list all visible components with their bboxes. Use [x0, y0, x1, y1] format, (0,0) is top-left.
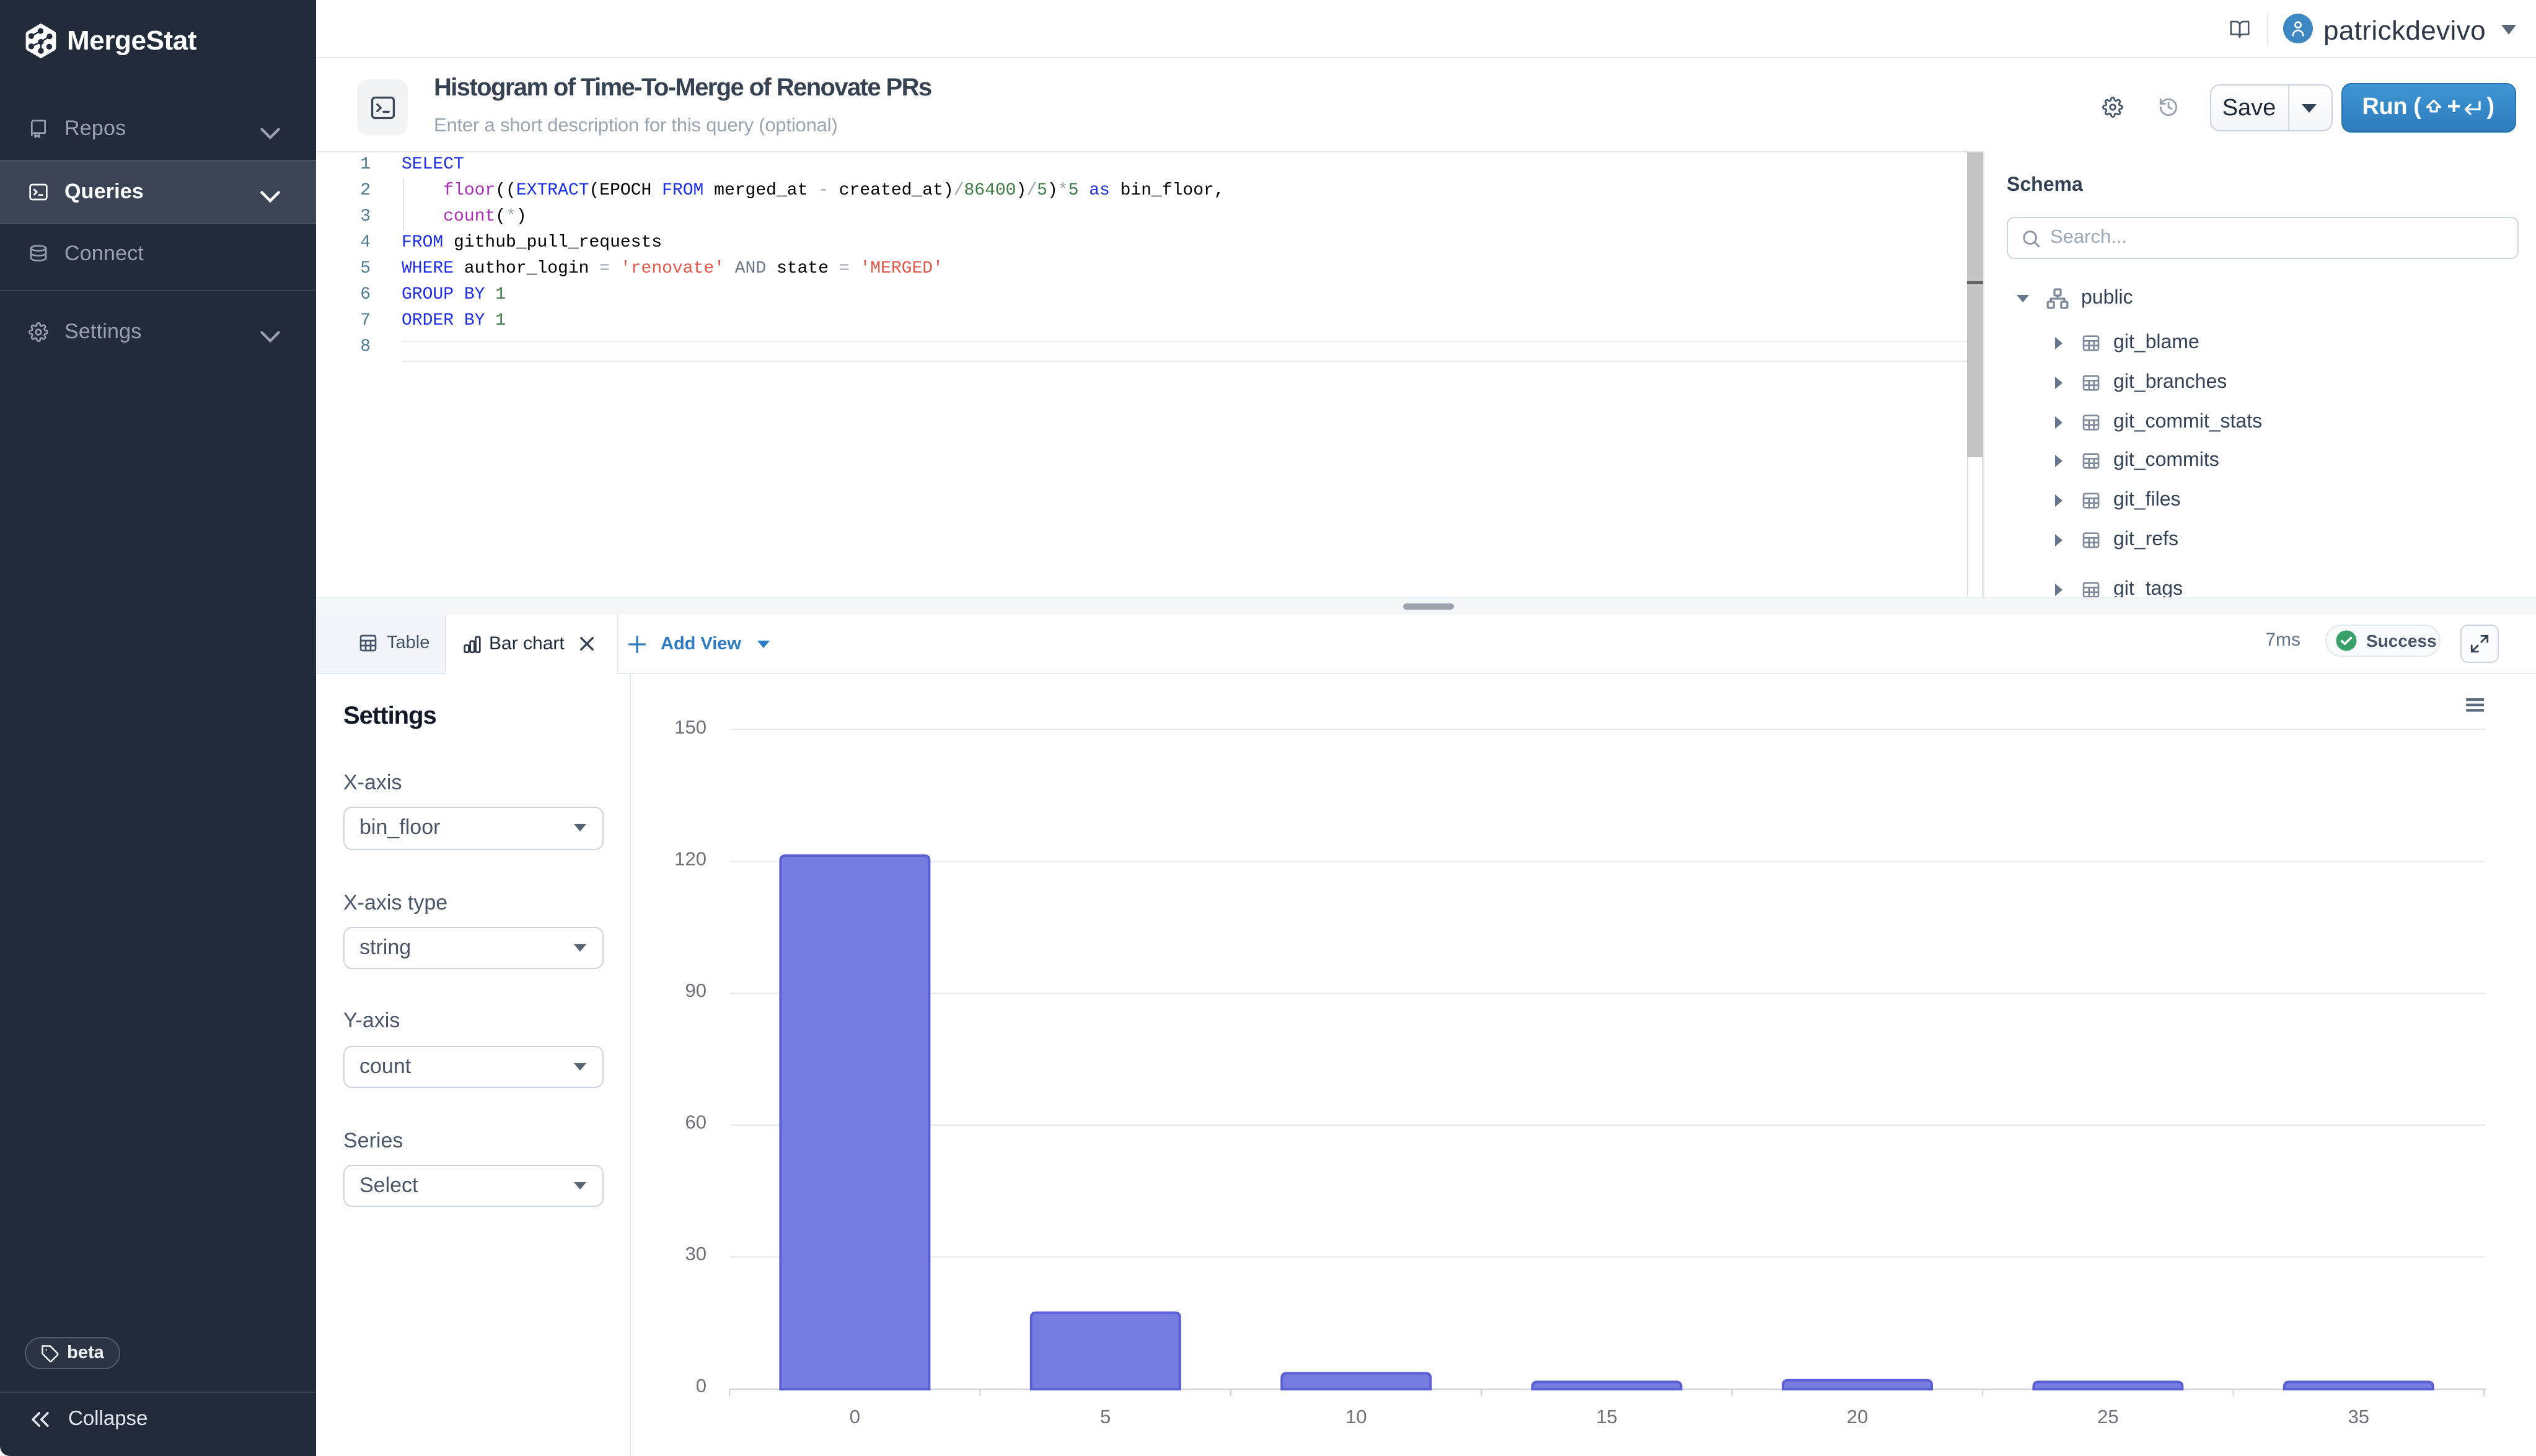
svg-text:5: 5 [1100, 1405, 1111, 1427]
svg-text:60: 60 [685, 1111, 707, 1133]
svg-text:20: 20 [1847, 1405, 1868, 1427]
svg-text:0: 0 [850, 1405, 860, 1427]
svg-text:10: 10 [1345, 1405, 1367, 1427]
svg-text:0: 0 [696, 1374, 707, 1396]
svg-text:150: 150 [674, 716, 707, 737]
svg-text:30: 30 [685, 1242, 707, 1264]
svg-text:25: 25 [2097, 1405, 2118, 1427]
svg-text:120: 120 [674, 847, 707, 869]
svg-text:15: 15 [1596, 1405, 1617, 1427]
svg-text:90: 90 [685, 979, 707, 1001]
svg-text:35: 35 [2348, 1405, 2369, 1427]
